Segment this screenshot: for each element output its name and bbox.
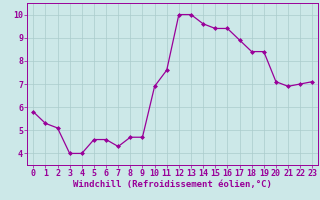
X-axis label: Windchill (Refroidissement éolien,°C): Windchill (Refroidissement éolien,°C) xyxy=(73,180,272,189)
